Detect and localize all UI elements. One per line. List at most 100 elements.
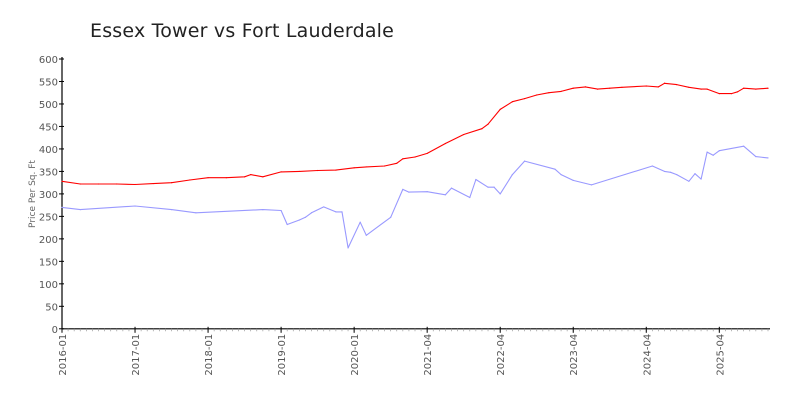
x-tick-label: 2017-01 (131, 334, 142, 376)
data-point (663, 82, 666, 84)
data-point (280, 171, 282, 173)
data-point (116, 183, 118, 185)
data-point (712, 154, 714, 156)
data-point (736, 91, 739, 93)
data-point (469, 196, 471, 199)
data-point (688, 180, 690, 182)
y-tick-label: 250 (39, 212, 58, 223)
data-point (572, 87, 574, 89)
y-tick-label: 600 (39, 55, 58, 66)
data-point (335, 169, 337, 171)
y-tick-label: 400 (39, 145, 58, 156)
data-point (152, 182, 154, 185)
data-point (97, 183, 100, 185)
x-tick-label: 2019-01 (277, 334, 288, 376)
y-tick-label: 50 (45, 302, 58, 313)
data-point (250, 173, 252, 176)
y-tick-label: 100 (39, 280, 58, 291)
y-tick-label: 200 (39, 235, 58, 246)
data-point (511, 101, 513, 103)
data-point (170, 182, 173, 184)
data-point (706, 88, 708, 90)
data-point (444, 142, 447, 145)
data-point (767, 87, 769, 89)
data-point (444, 194, 447, 196)
data-point (596, 88, 599, 90)
data-point (743, 145, 745, 147)
x-tick-label: 2018-01 (204, 334, 215, 376)
data-point (755, 155, 757, 158)
data-point (414, 156, 416, 158)
data-point (280, 209, 282, 212)
data-point (402, 188, 404, 191)
data-point (767, 157, 769, 159)
data-point (402, 158, 404, 160)
data-point (487, 123, 489, 125)
y-axis-title: Price Per Sq. Ft (28, 160, 38, 228)
data-point (359, 221, 361, 223)
data-point (700, 178, 702, 180)
data-point (79, 209, 81, 211)
data-point (694, 173, 696, 175)
data-point (743, 87, 745, 89)
data-point (651, 165, 653, 167)
x-tick-label: 2025-04 (715, 334, 726, 376)
data-point (383, 165, 386, 167)
data-point (189, 179, 191, 181)
y-tick-label: 500 (39, 100, 58, 111)
data-point (536, 94, 538, 96)
data-point (499, 108, 501, 110)
data-point (463, 133, 465, 136)
data-point (195, 212, 197, 214)
data-point (298, 219, 300, 221)
data-point (347, 247, 349, 249)
data-point (134, 205, 136, 207)
data-point (572, 179, 574, 182)
x-tick-label: 2023-04 (569, 334, 580, 376)
data-point (286, 223, 288, 226)
data-point (475, 178, 477, 181)
x-tick-label: 2020-01 (350, 334, 361, 376)
y-tick-label: 300 (39, 190, 58, 201)
data-point (426, 152, 428, 155)
x-tick-label: 2016-01 (58, 334, 69, 376)
series-line-0 (61, 82, 769, 186)
x-tick-label: 2022-04 (496, 334, 507, 376)
y-tick-label: 450 (39, 122, 58, 133)
y-tick-label: 0 (52, 325, 58, 336)
data-point (61, 180, 63, 182)
data-point (493, 186, 495, 188)
data-point (207, 177, 209, 179)
data-point (755, 88, 757, 90)
data-point (554, 168, 556, 170)
data-point (560, 173, 562, 176)
data-point (657, 86, 660, 88)
data-point (341, 211, 343, 213)
data-point (304, 216, 307, 218)
y-tick-label: 550 (39, 77, 58, 88)
y-tick-label: 350 (39, 167, 58, 178)
data-point (730, 93, 733, 95)
data-point (310, 212, 313, 214)
data-point (584, 86, 587, 88)
data-point (450, 187, 453, 189)
data-point (670, 171, 672, 173)
data-point (548, 92, 550, 94)
data-point (353, 167, 355, 169)
data-point (426, 191, 428, 193)
x-tick-label: 2021-04 (423, 334, 434, 376)
data-point (243, 176, 246, 178)
data-point (590, 184, 593, 186)
data-point (390, 216, 392, 218)
data-point (317, 169, 319, 172)
x-tick-label: 2024-04 (642, 334, 653, 376)
data-point (706, 151, 708, 153)
data-point (262, 209, 264, 211)
data-point (323, 206, 325, 208)
data-point (621, 86, 623, 88)
data-point (262, 176, 264, 178)
data-point (365, 234, 367, 236)
data-point (487, 186, 489, 188)
y-tick-label: 150 (39, 257, 58, 268)
